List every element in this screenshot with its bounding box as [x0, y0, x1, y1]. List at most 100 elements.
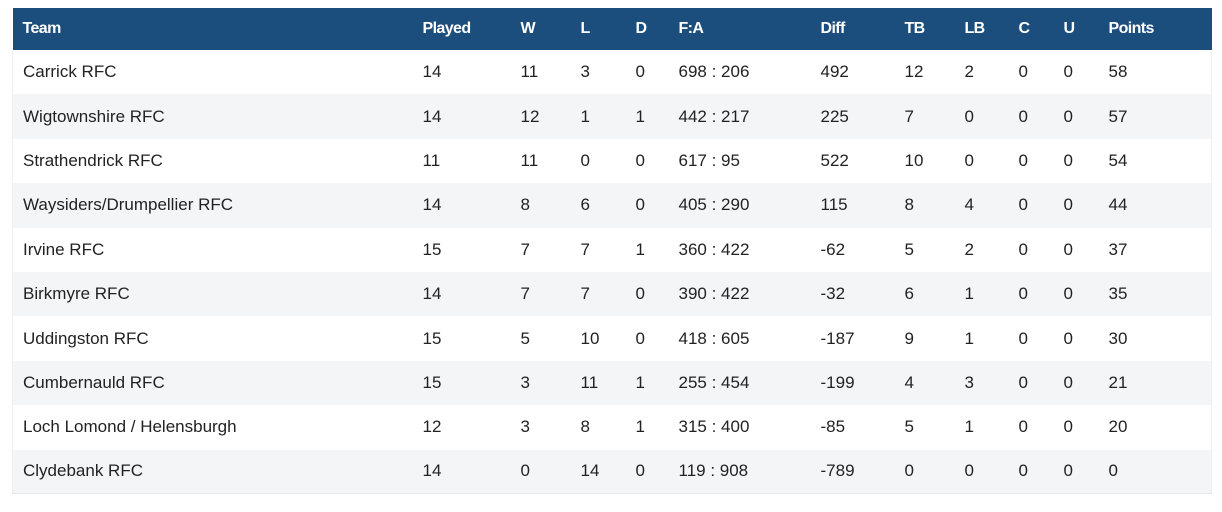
header-try-bonus[interactable]: TB: [904, 20, 926, 37]
points-cell: 37: [1108, 239, 1128, 259]
drawn-cell: 0: [635, 284, 645, 304]
difference-cell: 522: [820, 150, 849, 170]
for-against-cell: 617 : 95: [678, 150, 740, 170]
table-row: Carrick RFC 14 11 3 0 698 : 206 492 12 2 0 0 58: [12, 50, 1212, 95]
header-team[interactable]: Team: [22, 20, 62, 37]
won-cell: 3: [520, 372, 530, 392]
losing-bonus-cell: 0: [964, 461, 974, 481]
c-cell: 0: [1018, 461, 1028, 481]
header-for-against[interactable]: F:A: [678, 20, 704, 37]
played-cell: 12: [422, 417, 442, 437]
c-cell: 0: [1018, 417, 1028, 437]
table-row: Strathendrick RFC 11 11 0 0 617 : 95 522 10 0 0 0 5…: [12, 138, 1212, 184]
played-cell: 15: [422, 239, 442, 259]
c-cell: 0: [1018, 150, 1028, 170]
c-cell: 0: [1018, 328, 1028, 348]
table-row: Loch Lomond / Helensburgh 12 3 8 1 315 : 400 -…: [12, 405, 1212, 450]
team-cell[interactable]: Clydebank RFC: [23, 461, 143, 481]
header-c[interactable]: C: [1018, 20, 1031, 37]
drawn-cell: 1: [635, 417, 645, 437]
header-difference[interactable]: Diff: [820, 20, 846, 37]
team-cell[interactable]: Waysiders/Drumpellier RFC: [23, 195, 234, 215]
difference-cell: -32: [820, 284, 846, 304]
for-against-cell: 315 : 400: [678, 417, 750, 437]
lost-cell: 7: [580, 239, 590, 259]
team-cell[interactable]: Uddingston RFC: [23, 328, 149, 348]
won-cell: 8: [520, 195, 530, 215]
played-cell: 14: [422, 106, 442, 126]
points-cell: 44: [1108, 195, 1128, 215]
c-cell: 0: [1018, 239, 1028, 259]
header-drawn[interactable]: D: [635, 20, 648, 37]
for-against-cell: 390 : 422: [678, 284, 750, 304]
losing-bonus-cell: 2: [964, 239, 974, 259]
try-bonus-cell: 6: [904, 284, 914, 304]
c-cell: 0: [1018, 106, 1028, 126]
league-table: Team Played W L D F:A Diff TB LB C U Poi…: [12, 8, 1212, 494]
won-cell: 0: [520, 461, 530, 481]
won-cell: 3: [520, 417, 530, 437]
played-cell: 14: [422, 62, 442, 82]
table-row: Irvine RFC 15 7 7 1 360 : 422 -62 5 2 0 0 37: [12, 227, 1212, 272]
played-cell: 14: [422, 461, 442, 481]
for-against-cell: 442 : 217: [678, 106, 750, 126]
played-cell: 15: [422, 372, 442, 392]
for-against-cell: 405 : 290: [678, 195, 750, 215]
table-row: Clydebank RFC 14 0 14 0 119 : 908 -789 0 0 0 0 0: [12, 449, 1212, 494]
team-cell[interactable]: Birkmyre RFC: [23, 284, 130, 304]
try-bonus-cell: 10: [904, 150, 924, 170]
team-cell[interactable]: Wigtownshire RFC: [23, 106, 165, 126]
drawn-cell: 1: [635, 372, 645, 392]
c-cell: 0: [1018, 62, 1028, 82]
table-row: Birkmyre RFC 14 7 7 0 390 : 422 -32 6 1 0 0 35: [12, 271, 1212, 317]
losing-bonus-cell: 1: [964, 417, 974, 437]
losing-bonus-cell: 1: [964, 328, 974, 348]
team-cell[interactable]: Strathendrick RFC: [23, 150, 163, 170]
team-cell[interactable]: Irvine RFC: [23, 239, 105, 259]
team-cell[interactable]: Loch Lomond / Helensburgh: [23, 417, 237, 437]
c-cell: 0: [1018, 195, 1028, 215]
header-points[interactable]: Points: [1108, 20, 1155, 37]
table-row: Wigtownshire RFC 14 12 1 1 442 : 217 225 7 0 0 0 57: [12, 94, 1212, 139]
points-cell: 35: [1108, 284, 1128, 304]
header-won[interactable]: W: [520, 20, 536, 37]
lost-cell: 1: [580, 106, 590, 126]
u-cell: 0: [1063, 239, 1073, 259]
difference-cell: -789: [820, 461, 855, 481]
c-cell: 0: [1018, 284, 1028, 304]
drawn-cell: 0: [635, 461, 645, 481]
table-row: Uddingston RFC 15 5 10 0 418 : 605 -187 9 1 0 0 30: [12, 316, 1212, 361]
won-cell: 7: [520, 284, 530, 304]
try-bonus-cell: 7: [904, 106, 914, 126]
header-u[interactable]: U: [1063, 20, 1076, 37]
for-against-cell: 698 : 206: [678, 62, 750, 82]
played-cell: 14: [422, 284, 442, 304]
table-row: Waysiders/Drumpellier RFC 14 8 6 0 405 : 290 1…: [12, 183, 1212, 228]
points-cell: 57: [1108, 106, 1128, 126]
losing-bonus-cell: 1: [964, 284, 974, 304]
drawn-cell: 0: [635, 62, 645, 82]
lost-cell: 3: [580, 62, 590, 82]
team-cell[interactable]: Cumbernauld RFC: [23, 372, 165, 392]
table-header: Team Played W L D F:A Diff TB LB C U Poi…: [12, 8, 1212, 50]
played-cell: 11: [422, 150, 441, 170]
for-against-cell: 418 : 605: [678, 328, 750, 348]
drawn-cell: 1: [635, 239, 645, 259]
u-cell: 0: [1063, 62, 1073, 82]
points-cell: 54: [1108, 150, 1128, 170]
header-losing-bonus[interactable]: LB: [964, 20, 986, 37]
played-cell: 15: [422, 328, 442, 348]
u-cell: 0: [1063, 328, 1073, 348]
header-lost[interactable]: L: [580, 20, 591, 37]
try-bonus-cell: 4: [904, 372, 914, 392]
points-cell: 21: [1108, 372, 1128, 392]
lost-cell: 14: [580, 461, 600, 481]
header-row: Team Played W L D F:A Diff TB LB C U Poi…: [12, 8, 1212, 50]
difference-cell: 225: [820, 106, 849, 126]
header-played[interactable]: Played: [422, 20, 472, 37]
u-cell: 0: [1063, 417, 1073, 437]
team-cell[interactable]: Carrick RFC: [23, 62, 117, 82]
u-cell: 0: [1063, 461, 1073, 481]
for-against-cell: 255 : 454: [678, 372, 750, 392]
points-cell: 58: [1108, 62, 1128, 82]
